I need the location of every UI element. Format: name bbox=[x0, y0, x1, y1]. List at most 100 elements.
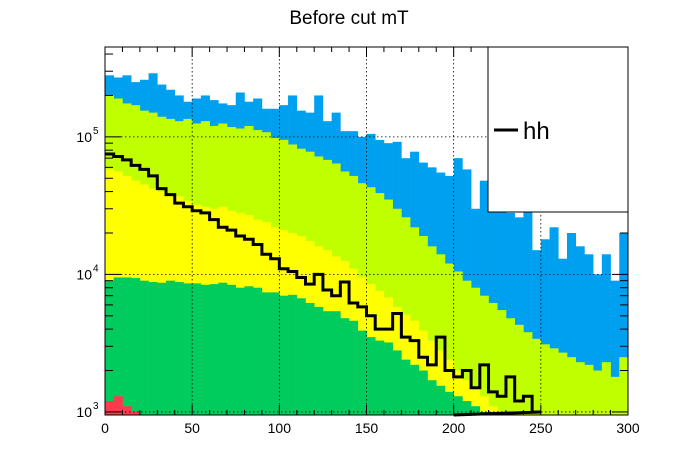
bar-layer1-bin42 bbox=[471, 287, 481, 415]
bar-layer3-bin26 bbox=[331, 311, 341, 415]
bar-layer3-bin13 bbox=[218, 282, 228, 415]
bar-layer4-bin3 bbox=[131, 411, 141, 415]
bar-layer4-bin1 bbox=[113, 396, 123, 415]
bar-layer1-bin52 bbox=[558, 352, 568, 415]
bar-layer3-bin32 bbox=[383, 342, 393, 415]
bar-layer1-bin58 bbox=[610, 376, 620, 415]
bar-layer1-bin44 bbox=[488, 302, 498, 415]
bar-layer3-bin7 bbox=[166, 280, 176, 415]
bar-layer3-bin4 bbox=[139, 280, 149, 415]
bar-layer3-bin18 bbox=[261, 292, 271, 415]
bar-layer1-bin45 bbox=[497, 310, 507, 415]
bar-layer1-bin49 bbox=[532, 338, 542, 415]
bar-layer1-bin51 bbox=[549, 348, 559, 415]
bar-layer3-bin29 bbox=[357, 330, 367, 415]
bar-layer0-bin51 bbox=[549, 227, 559, 415]
bar-layer0-bin44 bbox=[488, 178, 498, 415]
bar-layer3-bin14 bbox=[227, 284, 237, 415]
bar-layer3-bin19 bbox=[270, 292, 280, 415]
bar-layer3-bin3 bbox=[131, 278, 141, 415]
bar-layer0-bin59 bbox=[619, 232, 629, 415]
bar-layer3-bin24 bbox=[314, 306, 324, 415]
x-tick-label-6: 300 bbox=[616, 420, 640, 436]
bar-layer3-bin23 bbox=[305, 302, 315, 415]
bar-layer3-bin34 bbox=[401, 359, 411, 415]
bar-layer0-bin49 bbox=[532, 250, 542, 415]
bar-layer3-bin39 bbox=[444, 391, 454, 415]
y-tick-exp-2: 5 bbox=[93, 126, 99, 137]
bar-layer0-bin50 bbox=[540, 239, 550, 415]
bar-layer0-bin45 bbox=[497, 172, 507, 415]
bar-layer2-bin38 bbox=[436, 350, 446, 415]
bar-layer4-bin2 bbox=[122, 406, 132, 415]
bar-layer3-bin17 bbox=[253, 287, 263, 415]
bar-layer3-bin21 bbox=[288, 294, 298, 415]
bar-layer3-bin5 bbox=[148, 282, 158, 415]
bar-layer0-bin48 bbox=[523, 167, 533, 415]
bar-layer3-bin35 bbox=[410, 364, 420, 415]
bar-layer1-bin57 bbox=[601, 362, 611, 415]
x-tick-label-2: 100 bbox=[268, 420, 292, 436]
bar-layer3-bin1 bbox=[113, 277, 123, 415]
bar-layer3-bin36 bbox=[418, 370, 428, 415]
bar-layer3-bin10 bbox=[192, 283, 202, 415]
x-tick-label-4: 200 bbox=[442, 420, 466, 436]
bar-layer3-bin25 bbox=[322, 311, 332, 415]
x-tick-label-5: 250 bbox=[529, 420, 553, 436]
bar-layer1-bin36 bbox=[418, 236, 428, 415]
hh-histogram-line bbox=[105, 152, 541, 417]
bar-layer3-bin15 bbox=[235, 287, 245, 415]
bar-layer1-bin43 bbox=[479, 295, 489, 415]
bar-layer1-bin46 bbox=[505, 318, 515, 415]
bar-layer3-bin8 bbox=[174, 282, 184, 415]
bar-layer3-bin20 bbox=[279, 295, 289, 415]
bar-layer2-bin37 bbox=[427, 340, 437, 415]
bar-layer3-bin38 bbox=[436, 385, 446, 415]
bar-layer0-bin57 bbox=[601, 254, 611, 415]
bar-layer0-bin54 bbox=[575, 246, 585, 415]
bar-layer3-bin31 bbox=[375, 340, 385, 415]
x-tick-label-3: 150 bbox=[355, 420, 379, 436]
bar-layer3-bin41 bbox=[462, 401, 472, 415]
bar-layer2-bin42 bbox=[471, 387, 481, 415]
bar-layer3-bin40 bbox=[453, 396, 463, 415]
bar-layer1-bin37 bbox=[427, 246, 437, 415]
bar-layer2-bin43 bbox=[479, 396, 489, 415]
y-tick-exp-0: 3 bbox=[93, 401, 99, 412]
bar-layer1-bin39 bbox=[444, 263, 454, 415]
histogram-bars bbox=[105, 73, 629, 416]
bar-layer0-bin53 bbox=[566, 232, 576, 415]
bar-layer1-bin40 bbox=[453, 271, 463, 415]
bar-layer3-bin33 bbox=[392, 350, 402, 415]
x-tick-label-0: 0 bbox=[101, 420, 109, 436]
bar-layer0-bin55 bbox=[584, 254, 594, 415]
bar-layer0-bin56 bbox=[593, 274, 603, 415]
bar-layer2-bin41 bbox=[462, 380, 472, 415]
chart-title: Before cut mT bbox=[289, 8, 409, 29]
bar-layer2-bin40 bbox=[453, 370, 463, 415]
bar-layer3-bin37 bbox=[427, 380, 437, 415]
y-tick-label-1: 10 bbox=[76, 266, 92, 282]
legend-label-hh: hh bbox=[523, 118, 550, 145]
bar-layer2-bin39 bbox=[444, 359, 454, 415]
y-tick-label-0: 10 bbox=[76, 404, 92, 420]
bar-layer1-bin59 bbox=[619, 357, 629, 415]
legend: hh bbox=[487, 46, 629, 213]
bar-layer3-bin30 bbox=[366, 337, 376, 415]
bar-layer1-bin56 bbox=[593, 370, 603, 415]
y-tick-label-2: 10 bbox=[76, 129, 92, 145]
y-tick-exp-1: 4 bbox=[93, 263, 99, 274]
bar-layer0-bin47 bbox=[514, 217, 524, 415]
bar-layer1-bin54 bbox=[575, 362, 585, 415]
bar-layer0-bin46 bbox=[505, 212, 515, 415]
bar-layer3-bin42 bbox=[471, 406, 481, 415]
bar-layer3-bin27 bbox=[340, 318, 350, 415]
bar-layer0-bin58 bbox=[610, 280, 620, 415]
bar-layer3-bin0 bbox=[105, 280, 115, 415]
bar-layer3-bin28 bbox=[349, 320, 359, 415]
bar-layer1-bin50 bbox=[540, 344, 550, 415]
bar-layer3-bin2 bbox=[122, 277, 132, 415]
bar-layer1-bin48 bbox=[523, 332, 533, 415]
bar-layer3-bin16 bbox=[244, 286, 254, 415]
